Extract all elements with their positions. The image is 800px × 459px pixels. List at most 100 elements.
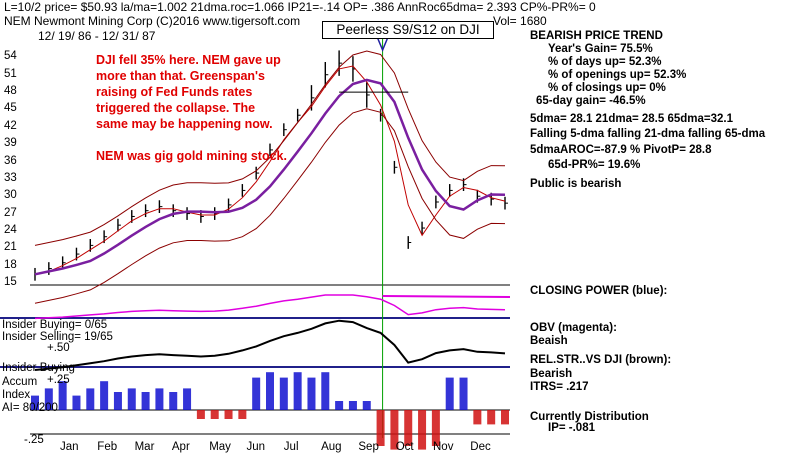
accum-bar (266, 372, 274, 410)
relstr-value: Bearish (530, 368, 573, 380)
accum-bar (487, 410, 496, 425)
volume-label: Vol= 1680 (493, 14, 547, 28)
accum-bar (183, 388, 192, 410)
moving-averages (34, 50, 506, 304)
y-tick-label: 36 (4, 154, 17, 167)
stats-line: L=10/2 price= $50.93 la/ma=1.002 21dma.r… (4, 0, 596, 14)
y-tick-label: 45 (4, 102, 17, 115)
indicator-lines (34, 294, 511, 371)
insider-selling-label: Insider Selling= 19/65 (2, 331, 113, 343)
accum-bar (404, 410, 413, 446)
years-gain: Year's Gain= 75.5% (548, 43, 653, 55)
annotation-line-5: same may be happening now. (96, 117, 273, 131)
accum-bar (362, 401, 371, 410)
x-tick-label: Oct (395, 441, 414, 453)
accum-bar (100, 381, 109, 410)
accum-bar (390, 410, 399, 450)
accum-bar (376, 410, 385, 446)
index-label: Index (2, 389, 31, 401)
closing-power-line (34, 319, 506, 371)
accum-bar (279, 377, 288, 410)
falling-dmas: Falling 5-dma falling 21-dma falling 65-… (530, 128, 766, 140)
accum-bar (459, 377, 468, 410)
annotation-line-6: NEM was gig gold mining stock. (96, 149, 287, 163)
trend-title: BEARISH PRICE TREND (530, 30, 663, 42)
peerless-signal-box: Peerless S9/S12 on DJI (322, 21, 494, 39)
obv-value: Beaish (530, 335, 568, 347)
accum-bar (238, 410, 247, 419)
accum-minus25-label: -.25 (24, 434, 44, 446)
annotation-line-2: more than that. Greenspan's (96, 69, 265, 83)
ai-label: AI= 80/200 (2, 402, 58, 414)
y-tick-label: 51 (4, 67, 17, 80)
y-tick-label: 54 (4, 50, 17, 63)
itrs-value: ITRS= .217 (530, 381, 589, 393)
y-tick-label: 30 (4, 189, 17, 202)
obv-line (34, 294, 506, 320)
dma-values: 5dma= 28.1 21dma= 28.5 65dma=32.1 (530, 113, 733, 125)
x-tick-label: Apr (171, 441, 190, 453)
y-tick-label: 24 (4, 223, 17, 236)
accum-bar (210, 410, 219, 419)
x-tick-label: Jul (283, 441, 299, 453)
cp-plus50-label: +.50 (47, 342, 70, 354)
openings-up: % of openings up= 52.3% (548, 69, 687, 81)
x-tick-label: Feb (97, 441, 118, 453)
accum-bar (72, 395, 81, 410)
ticker-line: NEM Newmont Mining Corp (C)2016 www.tige… (4, 14, 301, 28)
accum-bar (224, 410, 233, 419)
ma-65-line (34, 78, 506, 276)
obv-flat-line (382, 295, 511, 298)
x-tick-label: Jan (60, 441, 79, 453)
y-tick-label: 39 (4, 137, 17, 150)
closings-up: % of closings up= 0% (548, 82, 666, 94)
obv-label: OBV (magenta): (530, 322, 617, 334)
pr-65: 65d-PR%= 19.6% (548, 159, 641, 171)
y-tick-label: 33 (4, 171, 17, 184)
y-tick-label: 21 (4, 241, 17, 254)
y-tick-label: 48 (4, 85, 17, 98)
date-range: 12/ 19/ 86 - 12/ 31/ 87 (38, 29, 156, 43)
accum-bar (335, 401, 344, 410)
accum-bar (293, 372, 302, 410)
x-tick-label: Aug (321, 441, 342, 453)
insider-buying-label: Insider Buying= 0/65 (2, 319, 108, 331)
annotation-line-1: DJI fell 35% here. NEM gave up (96, 53, 281, 67)
x-tick-label: Nov (433, 441, 454, 453)
days-up: % of days up= 52.3% (548, 56, 662, 68)
lower-band-line (34, 108, 506, 304)
accum-bar (86, 388, 95, 410)
y-tick-label: 42 (4, 119, 17, 132)
accum-bar (44, 388, 53, 410)
accum-plus25-label: +.25 (47, 374, 70, 386)
x-tick-label: May (209, 441, 231, 453)
x-tick-label: Jun (246, 441, 266, 453)
x-tick-label: Mar (134, 441, 155, 453)
accum-histogram (31, 372, 509, 450)
accum-bar (418, 410, 427, 450)
annotation-line-4: triggered the collapse. The (96, 101, 256, 115)
distribution-label: Currently Distribution (530, 411, 649, 423)
accum-bar (58, 381, 67, 410)
accum-bar (307, 377, 316, 410)
gain-65: 65-day gain= -46.5% (536, 95, 646, 107)
public-sentiment: Public is bearish (530, 178, 622, 190)
closing-power-label: CLOSING POWER (blue): (530, 285, 668, 297)
y-tick-label: 15 (4, 276, 17, 288)
accum-bar (141, 392, 150, 410)
accum-bar (501, 410, 509, 425)
accum-bar (31, 395, 39, 410)
insider-buying-label-2: Insider Buying (2, 362, 75, 374)
accum-bar (155, 388, 164, 410)
accum-bar (127, 388, 136, 410)
accum-bar (321, 372, 330, 410)
chart-frame (0, 35, 510, 438)
accum-bar (431, 410, 440, 446)
ip-value: IP= -.081 (548, 422, 595, 434)
accum-bar (473, 410, 482, 425)
ma-short-line (34, 65, 506, 275)
accum-label: Accum (2, 376, 38, 388)
aroc-pivot: 5dmaAROC=-87.9 % PivotP= 28.8 (530, 144, 712, 156)
y-tick-label: 27 (4, 206, 17, 219)
